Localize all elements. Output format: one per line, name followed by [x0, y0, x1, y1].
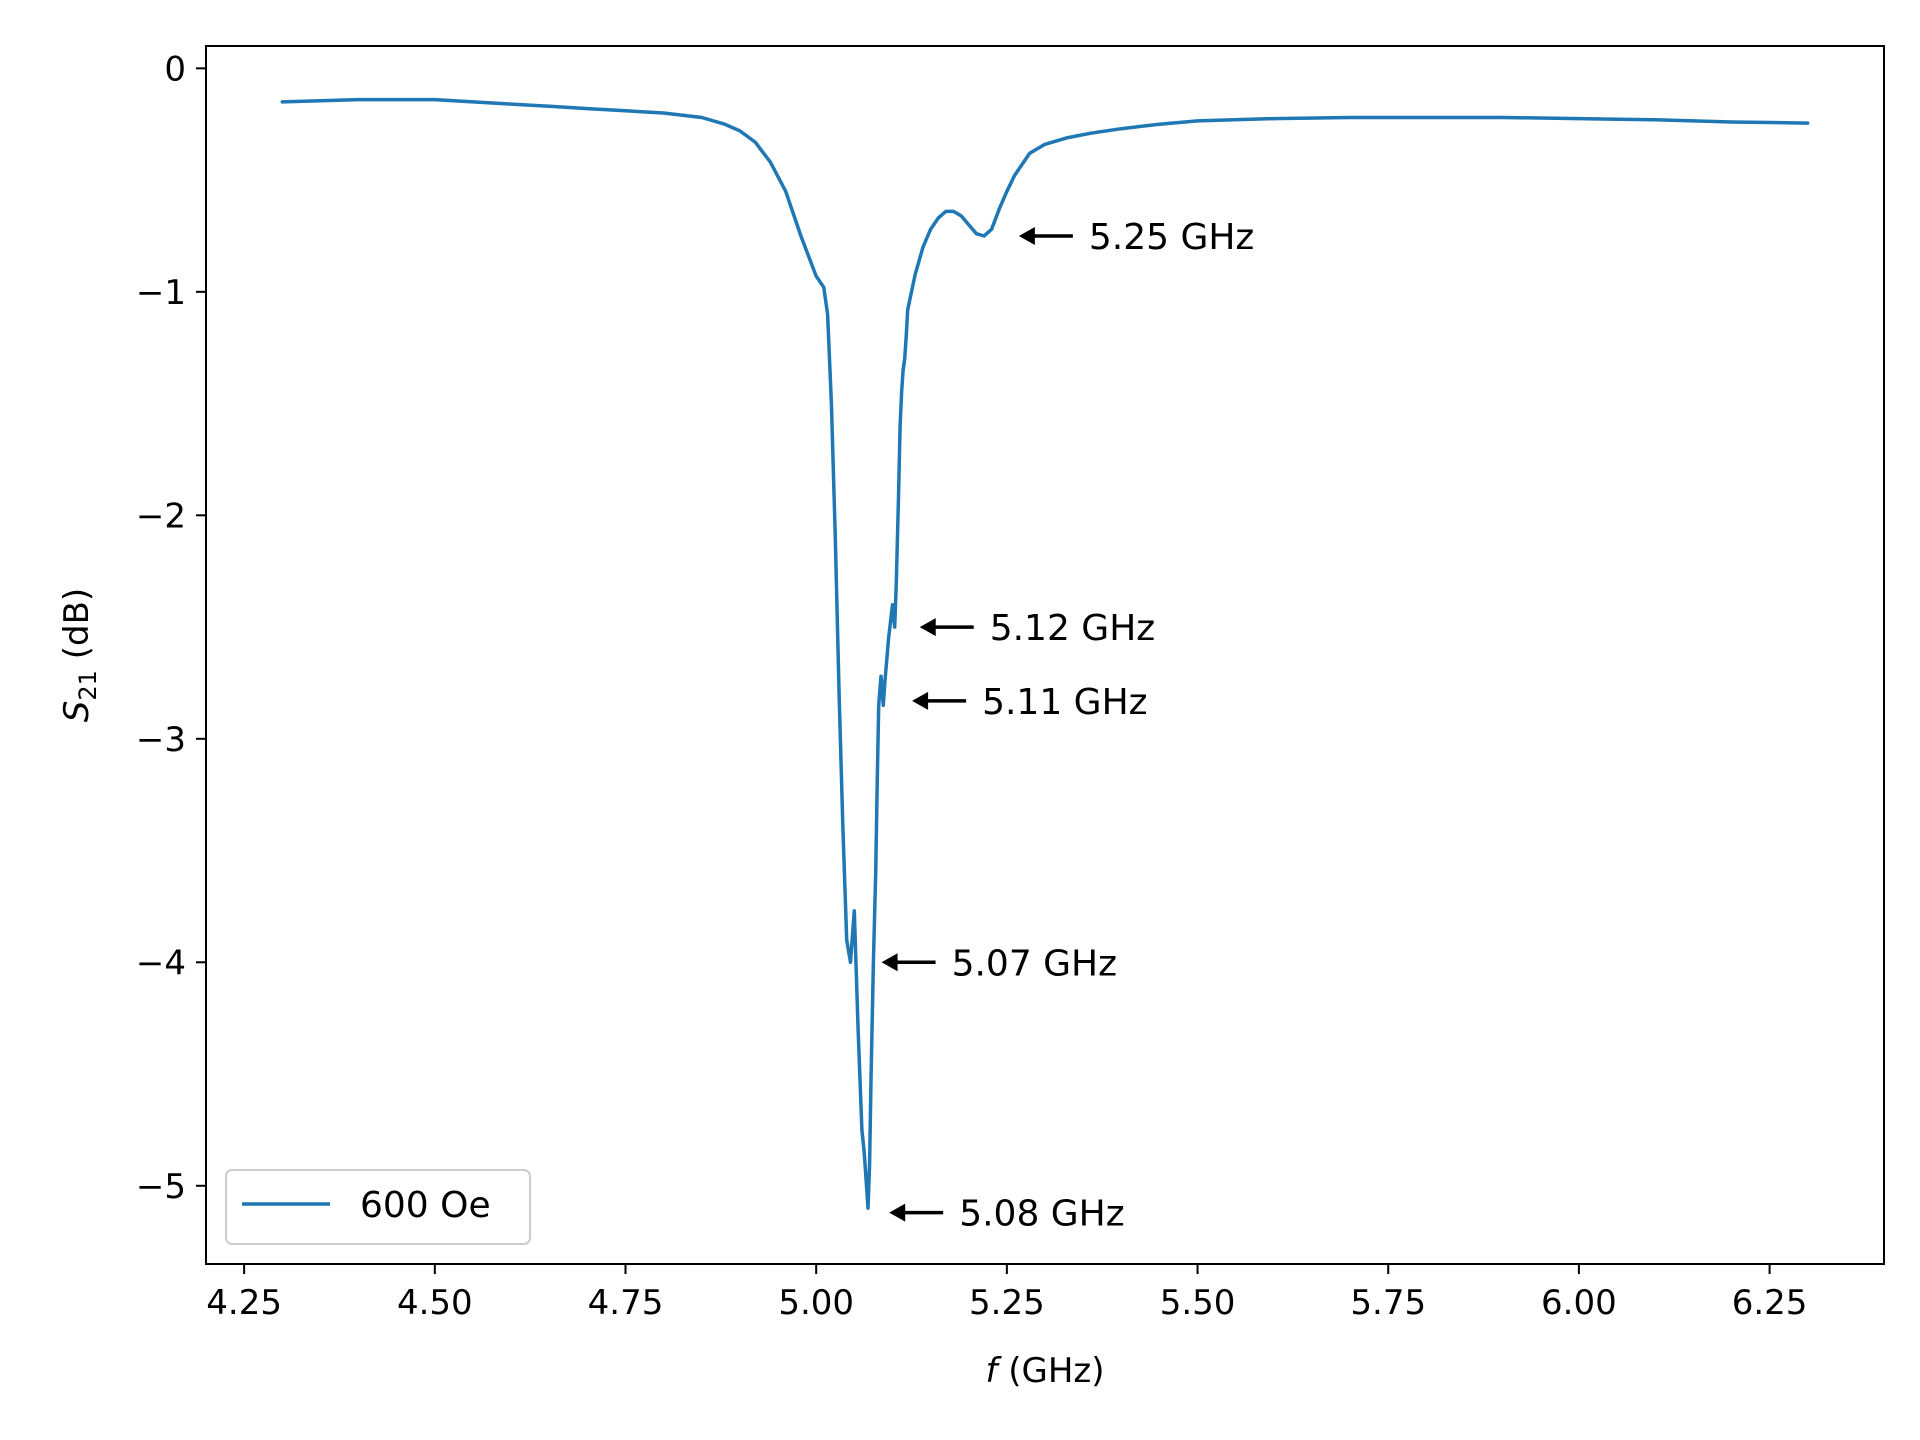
- x-tick-label: 5.25: [969, 1283, 1045, 1323]
- x-axis-label: f (GHz): [985, 1351, 1104, 1391]
- y-tick-label: −1: [136, 273, 186, 313]
- annotation-label: 5.07 GHz: [952, 943, 1117, 984]
- annotation: 5.08 GHz: [889, 1194, 1125, 1235]
- annotation-arrowhead: [912, 691, 929, 710]
- x-tick-label: 6.25: [1732, 1283, 1808, 1323]
- x-tick-label: 4.50: [397, 1283, 473, 1323]
- plot-area-frame: [205, 45, 1885, 1265]
- annotation-label: 5.12 GHz: [990, 608, 1155, 649]
- x-tick-label: 6.00: [1541, 1283, 1617, 1323]
- annotation-label: 5.11 GHz: [982, 682, 1147, 723]
- annotation: 5.11 GHz: [912, 682, 1148, 723]
- y-axis-label-main: S: [57, 701, 97, 723]
- y-tick-label: −5: [136, 1167, 186, 1207]
- y-axis-label: S21 (dB): [57, 588, 102, 722]
- x-tick-label: 4.25: [206, 1283, 282, 1323]
- annotation-label: 5.25 GHz: [1089, 217, 1254, 258]
- legend-label: 600 Oe: [360, 1185, 491, 1226]
- annotation-arrowhead: [919, 618, 936, 637]
- y-tick-label: 0: [164, 49, 186, 89]
- y-tick-label: −4: [136, 943, 186, 983]
- y-axis-ticks: 0 −1 −2 −3 −4 −5: [136, 49, 206, 1207]
- annotation: 5.12 GHz: [919, 608, 1155, 649]
- annotation: 5.25 GHz: [1018, 217, 1254, 258]
- annotation-arrowhead: [1018, 226, 1035, 245]
- x-axis-ticks: 4.25 4.50 4.75 5.00 5.25 5.50 5.75 6.00 6.25: [206, 1264, 1807, 1323]
- y-tick-label: −3: [136, 720, 186, 760]
- x-tick-label: 5.50: [1160, 1283, 1236, 1323]
- annotation-arrowhead: [881, 953, 898, 972]
- y-tick-label: −2: [136, 496, 186, 536]
- x-tick-label: 5.75: [1350, 1283, 1426, 1323]
- y-axis-label-sub: 21: [74, 670, 102, 701]
- legend: 600 Oe: [225, 1169, 531, 1245]
- x-tick-label: 4.75: [588, 1283, 664, 1323]
- legend-box: [225, 1169, 531, 1245]
- annotations: 5.25 GHz 5.12 GHz 5.11 GHz 5.07 GHz 5.08 GHz: [881, 217, 1254, 1235]
- x-axis-label-rest: (GHz): [997, 1351, 1104, 1391]
- annotation-label: 5.08 GHz: [959, 1194, 1124, 1235]
- x-tick-label: 5.00: [778, 1283, 854, 1323]
- annotation: 5.07 GHz: [881, 943, 1117, 984]
- annotation-arrowhead: [889, 1203, 906, 1222]
- y-axis-label-rest: (dB): [57, 588, 97, 670]
- series-line: [280, 97, 1810, 1210]
